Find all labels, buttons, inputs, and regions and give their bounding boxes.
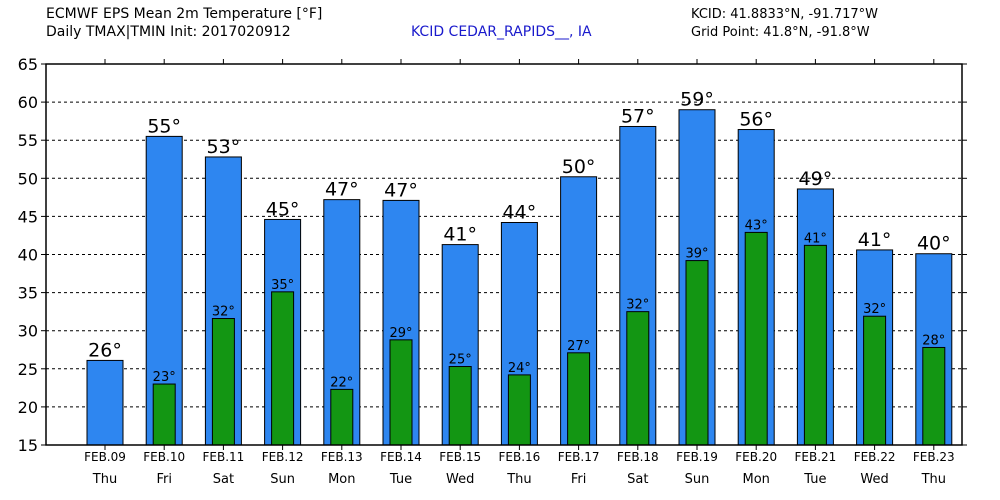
- x-date-label: FEB.17: [558, 450, 600, 464]
- tmax-label: 47°: [384, 179, 418, 201]
- x-weekday-label: Thu: [506, 472, 531, 487]
- y-tick-label: 30: [18, 322, 38, 341]
- chart-title-line1: ECMWF EPS Mean 2m Temperature [°F]: [46, 6, 323, 22]
- x-weekday-label: Mon: [328, 472, 355, 487]
- tmin-bar: [626, 311, 650, 446]
- x-weekday-label: Sun: [270, 472, 295, 487]
- x-weekday-label: Wed: [446, 472, 474, 487]
- bar-labels: 26° 55° 23° 53° 32° 45° 35° 47° 22° 47° 29° 41° 25° 4…: [88, 89, 950, 391]
- tmin-label: 41°: [804, 231, 827, 246]
- x-weekday-label: Thu: [921, 472, 946, 487]
- tmax-label: 55°: [147, 115, 181, 137]
- tmin-bar: [803, 244, 827, 446]
- y-tick-label: 15: [18, 436, 38, 455]
- y-tick-label: 60: [18, 93, 38, 112]
- tmax-label: 59°: [680, 89, 714, 111]
- x-date-label: FEB.18: [617, 450, 659, 464]
- tmin-label: 22°: [330, 375, 353, 390]
- tmin-bar: [922, 346, 946, 446]
- x-weekday-label: Tue: [389, 472, 412, 487]
- bars: [86, 109, 953, 446]
- tmin-bar: [863, 315, 887, 446]
- y-tick-label: 20: [18, 398, 38, 417]
- tmin-label: 28°: [922, 333, 945, 348]
- tmax-label: 44°: [503, 201, 537, 223]
- y-tick-label: 65: [18, 55, 38, 74]
- tmax-label: 45°: [266, 198, 300, 220]
- tmin-label: 27°: [567, 339, 590, 354]
- tmin-label: 32°: [863, 302, 886, 317]
- x-date-label: FEB.19: [676, 450, 718, 464]
- x-date-label: FEB.22: [854, 450, 896, 464]
- tmin-bar: [685, 260, 709, 446]
- x-date-label: FEB.23: [913, 450, 955, 464]
- x-date-label: FEB.10: [143, 450, 185, 464]
- tmin-label: 35°: [271, 278, 294, 293]
- y-tick-label: 50: [18, 169, 38, 188]
- tmax-label: 53°: [207, 136, 241, 158]
- x-weekday-label: Mon: [742, 472, 769, 487]
- tmin-label: 29°: [389, 326, 412, 341]
- axes: 15 20 25 30 35 40 45 50 55 60 65 FEB.09 Thu FEB.10 Fri…: [18, 55, 967, 487]
- station-coordinates: KCID: 41.8833°N, -91.717°W: [691, 7, 879, 22]
- tmin-bar: [152, 383, 176, 446]
- tmin-bar: [567, 352, 591, 446]
- tmin-label: 23°: [153, 370, 176, 385]
- x-date-label: FEB.11: [202, 450, 244, 464]
- tmin-label: 32°: [212, 305, 235, 320]
- tmin-bar: [507, 374, 531, 446]
- tmin-bar: [330, 388, 354, 446]
- y-tick-label: 35: [18, 284, 38, 303]
- x-date-label: FEB.12: [262, 450, 304, 464]
- station-name: KCID CEDAR_RAPIDS__, IA: [411, 24, 592, 40]
- x-weekday-label: Tue: [803, 472, 826, 487]
- tmax-label: 41°: [858, 229, 892, 251]
- x-date-label: FEB.09: [84, 450, 126, 464]
- tmax-bar: [86, 359, 124, 446]
- x-weekday-label: Sat: [627, 472, 648, 487]
- x-date-label: FEB.20: [735, 450, 777, 464]
- tmin-bar: [271, 291, 295, 446]
- tmax-label: 47°: [325, 179, 359, 201]
- tmin-label: 39°: [685, 247, 708, 262]
- tmax-label: 57°: [621, 105, 655, 127]
- y-tick-label: 25: [18, 360, 38, 379]
- tmin-bar: [448, 366, 472, 446]
- tmin-bar: [744, 231, 768, 446]
- x-date-label: FEB.14: [380, 450, 422, 464]
- tmin-label: 25°: [449, 353, 472, 368]
- x-weekday-label: Fri: [571, 472, 587, 487]
- x-weekday-label: Sat: [213, 472, 234, 487]
- y-tick-label: 55: [18, 131, 38, 150]
- tmax-label: 56°: [739, 109, 773, 131]
- y-tick-label: 45: [18, 207, 38, 226]
- x-date-label: FEB.16: [498, 450, 540, 464]
- tmax-label: 26°: [88, 339, 122, 361]
- x-date-label: FEB.21: [794, 450, 836, 464]
- tmax-label: 40°: [917, 233, 951, 255]
- tmin-bar: [211, 318, 235, 446]
- y-tick-label: 40: [18, 246, 38, 265]
- x-weekday-label: Thu: [92, 472, 117, 487]
- chart-title-line2: Daily TMAX|TMIN Init: 2017020912: [46, 24, 291, 40]
- tmax-label: 41°: [443, 224, 477, 246]
- tmin-label: 24°: [508, 361, 531, 376]
- x-weekday-label: Wed: [860, 472, 888, 487]
- x-weekday-label: Fri: [156, 472, 172, 487]
- tmax-label: 49°: [799, 168, 833, 190]
- tmin-label: 32°: [626, 298, 649, 313]
- x-date-label: FEB.13: [321, 450, 363, 464]
- grid-point-coordinates: Grid Point: 41.8°N, -91.8°W: [691, 25, 870, 40]
- tmin-bar: [389, 339, 413, 446]
- tmax-label: 50°: [562, 156, 596, 178]
- x-date-label: FEB.15: [439, 450, 481, 464]
- tmin-label: 43°: [745, 218, 768, 233]
- plot-frame: [45, 63, 963, 446]
- x-weekday-label: Sun: [685, 472, 710, 487]
